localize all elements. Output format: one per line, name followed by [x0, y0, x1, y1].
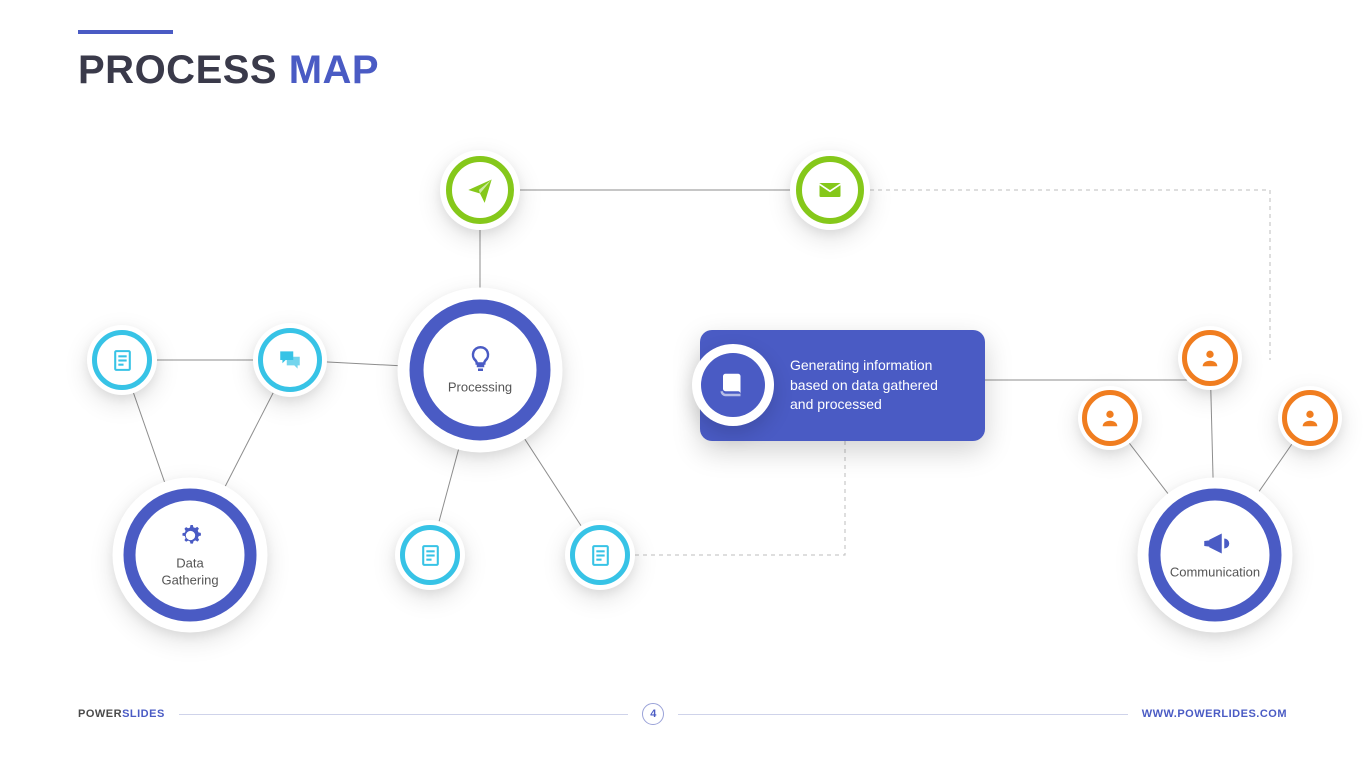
- node-ring: [410, 300, 551, 441]
- callout-generating-info: Generating information based on data gat…: [700, 330, 985, 441]
- node-chat-small: [253, 323, 327, 397]
- node-ring: [796, 156, 864, 224]
- callout-badge: [692, 344, 774, 426]
- node-processing: Processing: [398, 288, 563, 453]
- node-ring: [570, 525, 630, 585]
- callout-text: Generating information based on data gat…: [790, 356, 957, 415]
- footer-url: WWW.POWERLIDES.COM: [1142, 708, 1287, 720]
- node-ring: [400, 525, 460, 585]
- node-mail: [790, 150, 870, 230]
- page-number: 4: [650, 708, 656, 720]
- node-ring: [258, 328, 322, 392]
- page-number-badge: 4: [642, 703, 664, 725]
- diagram-canvas: Data Gathering Processing Communication Gen…: [0, 0, 1365, 767]
- node-plane: [440, 150, 520, 230]
- node-user-top: [1178, 326, 1242, 390]
- node-ring: [1182, 330, 1238, 386]
- footer-line-left: [179, 714, 628, 715]
- node-ring: [92, 330, 152, 390]
- node-ring: [446, 156, 514, 224]
- book-icon: [701, 353, 765, 417]
- footer-brand: POWERSLIDES: [78, 708, 165, 720]
- node-user-right: [1278, 386, 1342, 450]
- footer-brand-2: SLIDES: [122, 708, 165, 720]
- node-ring: [1149, 489, 1282, 622]
- node-doc-small-1: [87, 325, 157, 395]
- node-ring: [1082, 390, 1138, 446]
- node-doc-small-3: [565, 520, 635, 590]
- footer-brand-1: POWER: [78, 708, 122, 720]
- node-ring: [1282, 390, 1338, 446]
- node-communication: Communication: [1138, 478, 1293, 633]
- node-ring: [124, 489, 257, 622]
- node-data-gathering: Data Gathering: [113, 478, 268, 633]
- node-user-left: [1078, 386, 1142, 450]
- footer: POWERSLIDES 4 WWW.POWERLIDES.COM: [78, 703, 1287, 725]
- node-doc-small-2: [395, 520, 465, 590]
- footer-line-right: [678, 714, 1127, 715]
